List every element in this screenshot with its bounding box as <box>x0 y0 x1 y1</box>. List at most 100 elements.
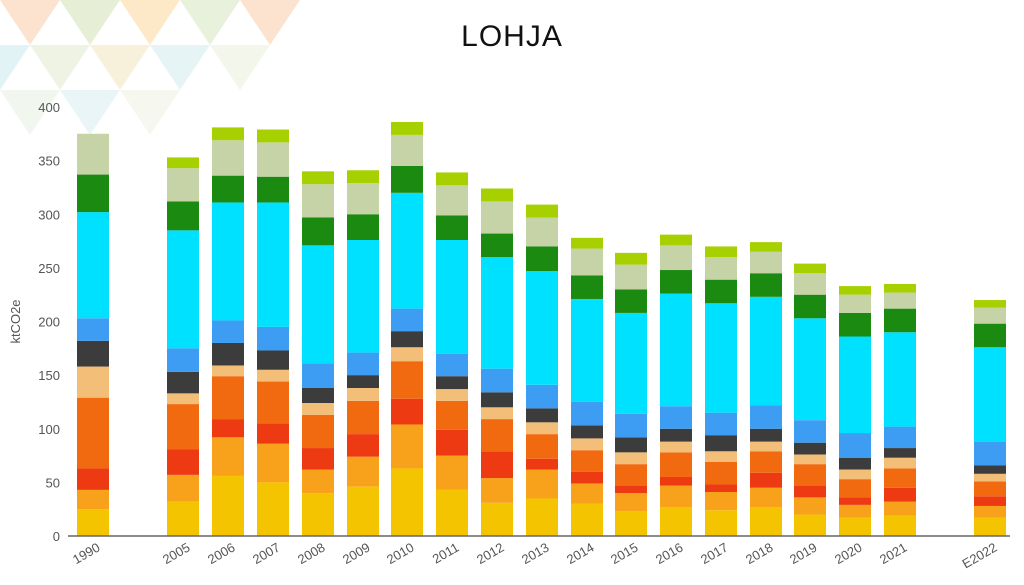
bar-segment <box>302 448 334 470</box>
bar-segment <box>391 308 423 332</box>
bar-segment <box>660 485 692 508</box>
bar-segment <box>302 493 334 536</box>
bar-segment <box>302 217 334 246</box>
bar-segment <box>257 129 289 143</box>
x-tick-label: 2015 <box>608 540 641 567</box>
bar-segment <box>257 326 289 351</box>
y-axis-label: ktCO2e <box>8 299 23 343</box>
bar-segment <box>705 303 737 413</box>
bar-segment <box>436 215 468 240</box>
bar-segment <box>167 348 199 372</box>
bar-segment <box>481 368 513 393</box>
bar-segment <box>436 389 468 401</box>
bar-segment <box>660 406 692 429</box>
bar-segment <box>571 483 603 504</box>
bar-segment <box>167 168 199 202</box>
bar-segment <box>481 233 513 258</box>
bar-segment <box>615 252 647 265</box>
bar-segment <box>705 510 737 536</box>
bar-segment <box>167 157 199 169</box>
bar-segment <box>167 201 199 231</box>
bar-segment <box>750 251 782 274</box>
x-tick-label: E2022 <box>959 540 999 572</box>
bar-segment <box>615 413 647 438</box>
bar-segment <box>884 283 916 293</box>
bar-segment <box>526 384 558 409</box>
bar-segment <box>750 451 782 473</box>
bar-segment <box>302 363 334 388</box>
bar-segment <box>794 420 826 443</box>
bar-segment <box>884 468 916 488</box>
bar-segment <box>257 482 289 536</box>
bar-segment <box>257 350 289 370</box>
bar-segment <box>77 468 109 490</box>
bar-segment <box>974 473 1006 482</box>
bar-segment <box>526 271 558 385</box>
x-tick-label: 2013 <box>519 540 552 567</box>
bar-segment <box>839 479 871 498</box>
bar-segment <box>615 437 647 453</box>
bar-segment <box>750 428 782 442</box>
bar-segment <box>526 458 558 470</box>
bar-segment <box>302 171 334 185</box>
bar-segment <box>974 323 1006 348</box>
bar-segment <box>974 300 1006 308</box>
x-tick-label: 2007 <box>250 540 283 567</box>
x-tick-label: 2005 <box>160 540 193 567</box>
bar-segment <box>705 435 737 452</box>
bar-segment <box>974 441 1006 466</box>
bar-segment <box>526 246 558 272</box>
bar-segment <box>839 469 871 480</box>
bar-segment <box>615 264 647 290</box>
bar-segment <box>526 469 558 499</box>
y-tick-label: 150 <box>38 368 60 383</box>
bar-segment <box>884 292 916 309</box>
bar-segment <box>167 230 199 349</box>
bar-segment <box>347 400 379 435</box>
bar-segment <box>974 505 1006 518</box>
bar-segment <box>436 239 468 354</box>
bar-segment <box>167 449 199 475</box>
bar-segment <box>839 457 871 470</box>
x-tick-label: 1990 <box>70 540 103 567</box>
bar-segment <box>974 496 1006 506</box>
bar-segment <box>750 273 782 297</box>
x-tick-label: 2006 <box>205 540 238 567</box>
x-tick-label: 2009 <box>340 540 373 567</box>
bar-segment <box>660 293 692 407</box>
bar-segment <box>571 450 603 472</box>
bar-segment <box>347 434 379 457</box>
y-tick-label: 200 <box>38 315 60 330</box>
y-tick-label: 0 <box>53 529 60 544</box>
bar-segment <box>347 387 379 401</box>
bar-segment <box>347 239 379 353</box>
bar-segment <box>212 175 244 203</box>
bar-segment <box>347 486 379 536</box>
bar-segment <box>391 192 423 309</box>
bar-segment <box>436 185 468 216</box>
bar-segment <box>391 347 423 362</box>
bar-segment <box>212 140 244 176</box>
bar-segment <box>257 369 289 382</box>
bar-segment <box>391 165 423 193</box>
bar-segment <box>750 242 782 252</box>
bar-segment <box>974 465 1006 474</box>
bar-segment <box>391 122 423 135</box>
bar-segment <box>77 397 109 469</box>
bar-segment <box>391 361 423 399</box>
bar-segment <box>436 455 468 490</box>
bar-segment <box>705 484 737 493</box>
bar-segment <box>839 294 871 313</box>
bar-segment <box>884 487 916 502</box>
bar-segment <box>257 176 289 203</box>
bar-segment <box>750 472 782 488</box>
x-tick-label: 2016 <box>653 540 686 567</box>
bar-segment <box>615 289 647 313</box>
bar-segment <box>212 320 244 343</box>
bar-segment <box>660 477 692 486</box>
bar-segment <box>974 481 1006 497</box>
bar-segment <box>257 142 289 177</box>
bar-segment <box>257 423 289 444</box>
bar-segment <box>660 245 692 271</box>
bar-segment <box>77 174 109 213</box>
